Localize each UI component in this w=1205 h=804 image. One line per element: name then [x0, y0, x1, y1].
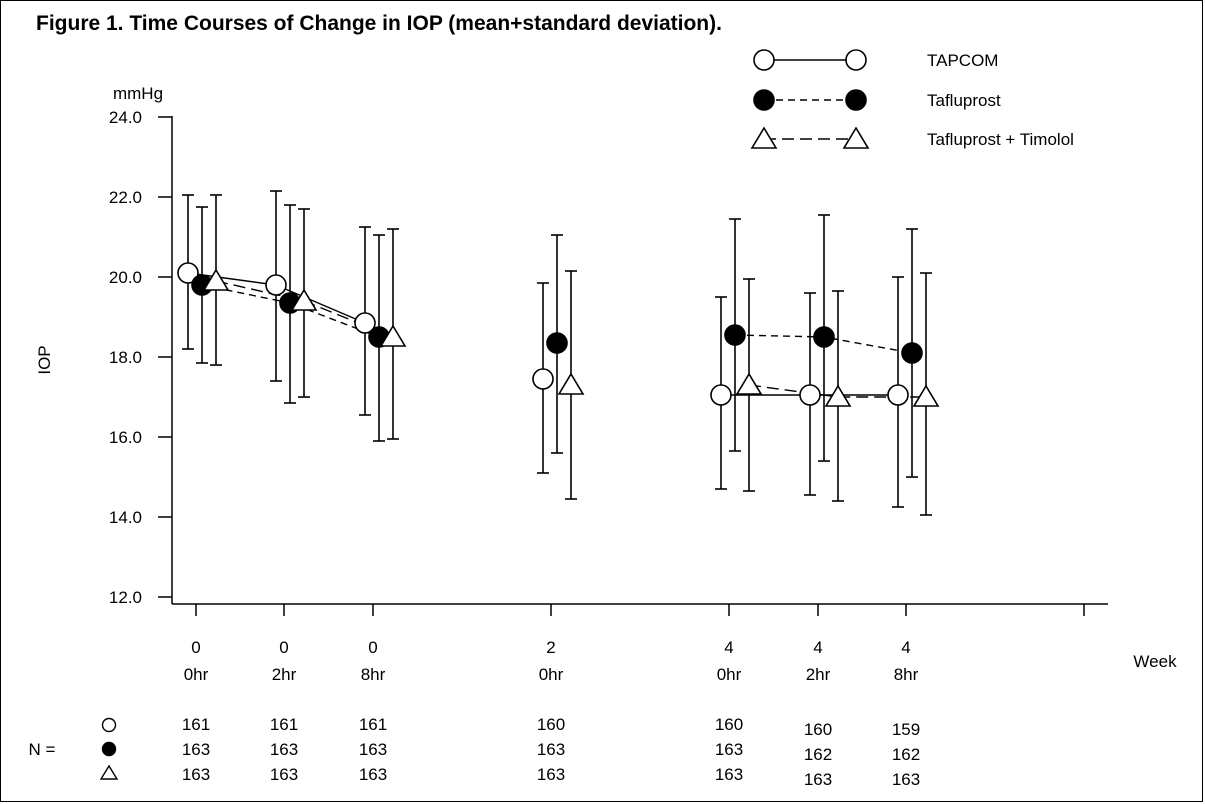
chart-title: Figure 1. Time Courses of Change in IOP … — [36, 12, 722, 35]
data-point — [735, 372, 763, 395]
n-count: 160 — [537, 715, 565, 734]
data-point — [265, 274, 287, 296]
data-point — [824, 384, 852, 407]
legend-marker — [845, 89, 867, 111]
n-row-symbol — [99, 764, 119, 780]
x-tick-label-week: 4 — [813, 638, 822, 657]
y-tick-label: 18.0 — [109, 348, 142, 367]
x-tick-label-time: 2hr — [806, 665, 831, 684]
data-point — [887, 384, 909, 406]
legend-label: TAPCOM — [927, 51, 998, 70]
legend-marker — [753, 89, 775, 111]
n-count: 161 — [270, 715, 298, 734]
data-point — [202, 268, 230, 291]
n-count: 163 — [270, 765, 298, 784]
n-count: 163 — [715, 765, 743, 784]
data-point — [813, 326, 835, 348]
y-tick-label: 12.0 — [109, 588, 142, 607]
n-row-symbol — [101, 741, 117, 757]
data-point — [546, 332, 568, 354]
n-count: 163 — [182, 765, 210, 784]
n-count: 161 — [359, 715, 387, 734]
n-count: 163 — [804, 770, 832, 789]
data-point — [799, 384, 821, 406]
x-tick-label-time: 0hr — [539, 665, 564, 684]
data-point — [290, 288, 318, 311]
data-point — [901, 342, 923, 364]
y-tick-label: 22.0 — [109, 188, 142, 207]
data-point — [912, 384, 940, 407]
y-tick-label: 16.0 — [109, 428, 142, 447]
legend-marker — [845, 49, 867, 71]
n-count: 163 — [359, 740, 387, 759]
legend-marker — [753, 49, 775, 71]
n-count: 162 — [804, 745, 832, 764]
data-point — [379, 324, 407, 347]
n-count: 159 — [892, 720, 920, 739]
legend-marker — [842, 126, 870, 149]
n-row-symbol — [101, 717, 117, 733]
y-tick-label: 14.0 — [109, 508, 142, 527]
x-tick-label-week: 0 — [191, 638, 200, 657]
y-tick-label: 20.0 — [109, 268, 142, 287]
n-count: 160 — [804, 720, 832, 739]
data-point — [532, 368, 554, 390]
n-count: 163 — [892, 770, 920, 789]
x-tick-label-time: 0hr — [717, 665, 742, 684]
x-tick-label-time: 8hr — [361, 665, 386, 684]
n-count: 163 — [359, 765, 387, 784]
x-tick-label-week: 4 — [724, 638, 733, 657]
data-point — [557, 372, 585, 395]
data-point — [724, 324, 746, 346]
n-count: 163 — [715, 740, 743, 759]
x-tick-label-week: 4 — [901, 638, 910, 657]
n-count: 163 — [537, 740, 565, 759]
x-tick-label-week: 0 — [368, 638, 377, 657]
data-point — [177, 262, 199, 284]
x-axis-label: Week — [1133, 652, 1177, 671]
axes: 12.0 14.0 16.0 18.0 20.0 22.0 24.0 mmHg IOP — [35, 84, 1108, 616]
n-count: 163 — [182, 740, 210, 759]
legend-marker — [750, 126, 778, 149]
n-count: 163 — [537, 765, 565, 784]
data-markers — [177, 262, 940, 407]
n-count: 163 — [270, 740, 298, 759]
n-count: 162 — [892, 745, 920, 764]
x-tick-label-week: 2 — [546, 638, 555, 657]
x-tick-label-time: 2hr — [272, 665, 297, 684]
y-tick-label: 24.0 — [109, 108, 142, 127]
y-unit-label: mmHg — [113, 84, 163, 103]
x-tick-label-time: 8hr — [894, 665, 919, 684]
data-point — [354, 312, 376, 334]
x-tick-labels: 0 0hr 0 2hr 0 8hr 2 0hr 4 0hr 4 2hr 4 8hr Week — [184, 638, 1177, 684]
n-count: 160 — [715, 715, 743, 734]
legend-label: Tafluprost — [927, 91, 1001, 110]
x-tick-label-week: 0 — [279, 638, 288, 657]
legend: TAPCOM Tafluprost Tafluprost + Timolol — [750, 49, 1074, 149]
n-count: 161 — [182, 715, 210, 734]
x-tick-label-time: 0hr — [184, 665, 209, 684]
n-counts-table: N = 161 161 161 160 160 160 159 163 163 163 163 163 1… — [29, 715, 921, 789]
n-label: N = — [29, 740, 56, 759]
y-axis-label: IOP — [35, 345, 54, 374]
legend-label: Tafluprost + Timolol — [927, 130, 1074, 149]
data-point — [710, 384, 732, 406]
